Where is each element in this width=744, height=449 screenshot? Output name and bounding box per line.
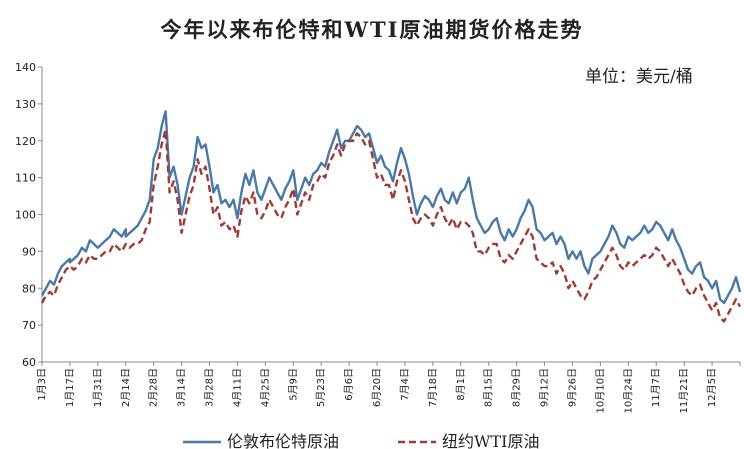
x-tick-label: 2月28日 bbox=[148, 368, 160, 407]
y-tick-label: 80 bbox=[22, 282, 36, 295]
y-axis-ticks: 60 70 80 90 100 110 120 130 140 bbox=[15, 61, 42, 369]
x-tick-label: 1月31日 bbox=[92, 368, 104, 407]
x-tick-label: 8月15日 bbox=[483, 368, 495, 407]
legend-label: 纽约WTI原油 bbox=[442, 432, 539, 449]
chart-title: 今年以来布伦特和WTI原油期货价格走势 bbox=[160, 17, 584, 42]
y-tick-label: 120 bbox=[15, 135, 36, 148]
y-tick-label: 60 bbox=[22, 356, 36, 369]
x-tick-label: 6月6日 bbox=[343, 368, 355, 401]
x-tick-label: 9月12日 bbox=[539, 368, 551, 407]
x-tick-label: 4月25日 bbox=[259, 368, 271, 407]
x-tick-label: 2月14日 bbox=[120, 368, 132, 407]
axes bbox=[41, 67, 740, 363]
x-tick-label: 3月14日 bbox=[176, 368, 188, 407]
x-tick-label: 8月29日 bbox=[511, 368, 523, 407]
y-tick-label: 130 bbox=[15, 98, 36, 111]
x-tick-label: 5月9日 bbox=[287, 368, 299, 401]
y-tick-label: 90 bbox=[22, 245, 36, 258]
x-tick-label: 4月11日 bbox=[231, 368, 243, 407]
series-wti-line bbox=[40, 128, 742, 323]
y-tick-label: 140 bbox=[15, 61, 36, 74]
x-tick-label: 10月24日 bbox=[622, 368, 634, 413]
x-tick-label: 7月4日 bbox=[399, 368, 411, 401]
y-tick-label: 110 bbox=[15, 172, 36, 185]
x-tick-label: 1月3日 bbox=[36, 368, 48, 401]
x-tick-label: 3月28日 bbox=[204, 368, 216, 407]
x-tick-label: 1月17日 bbox=[64, 368, 76, 407]
x-tick-label: 8月1日 bbox=[455, 368, 467, 401]
series-layer bbox=[40, 110, 742, 323]
x-tick-label: 6月20日 bbox=[371, 368, 383, 407]
x-tick-label: 5月23日 bbox=[315, 368, 327, 407]
y-tick-label: 100 bbox=[15, 209, 36, 222]
y-tick-label: 70 bbox=[22, 319, 36, 332]
legend: 伦敦布伦特原油 纽约WTI原油 bbox=[183, 432, 539, 449]
x-tick-label: 10月10日 bbox=[594, 368, 606, 413]
x-tick-label: 12月5日 bbox=[706, 368, 718, 407]
legend-label: 伦敦布伦特原油 bbox=[227, 432, 339, 449]
x-tick-label: 11月7日 bbox=[650, 368, 662, 407]
x-axis-ticks: 1月3日 1月17日 1月31日 2月14日 2月28日 3月14日 3月28日 4月11日 4… bbox=[36, 362, 741, 413]
unit-label: 单位：美元/桶 bbox=[585, 67, 693, 87]
x-tick-label: 9月26日 bbox=[566, 368, 578, 407]
x-tick-label: 7月18日 bbox=[427, 368, 439, 407]
x-tick-label: 11月21日 bbox=[678, 368, 690, 413]
series-brent-line bbox=[40, 110, 742, 305]
